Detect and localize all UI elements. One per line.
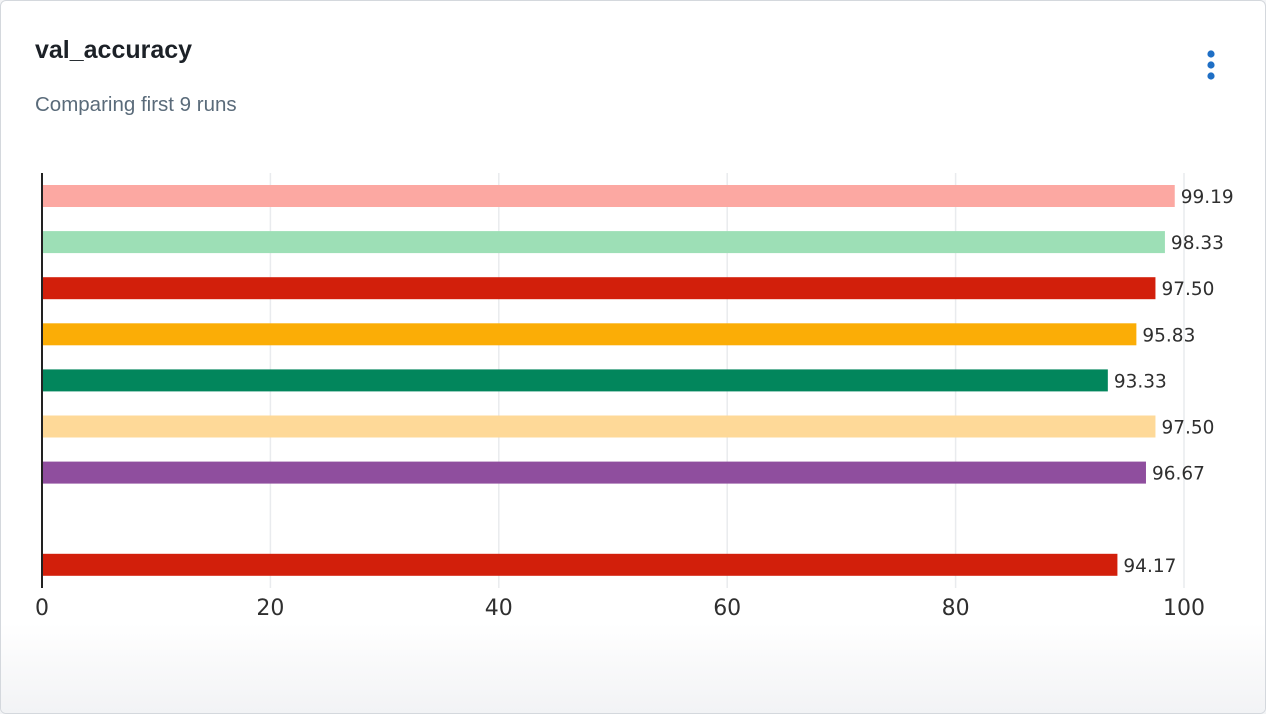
bar-value-label: 95.83 — [1142, 325, 1195, 346]
x-tick-label: 80 — [942, 596, 970, 621]
bar-value-label: 94.17 — [1123, 556, 1176, 577]
panel-title: val_accuracy — [35, 36, 193, 64]
bar-value-label: 99.19 — [1181, 187, 1234, 208]
x-tick-label: 40 — [485, 596, 513, 621]
panel-footer — [1, 623, 1265, 713]
bar-value-label: 97.50 — [1161, 279, 1214, 300]
panel-menu-button[interactable] — [1197, 47, 1225, 83]
axes: 0 20 40 60 80 100 — [35, 173, 1205, 621]
bar[interactable] — [42, 415, 1156, 438]
bar[interactable] — [42, 369, 1108, 392]
bar[interactable] — [42, 323, 1137, 346]
bar-value-label: 98.33 — [1171, 233, 1224, 254]
data-labels: 99.19 98.33 97.50 95.83 93.33 97.50 96.67 94.17 — [1114, 187, 1234, 577]
bar[interactable] — [42, 185, 1175, 207]
bar-value-label: 97.50 — [1161, 418, 1214, 439]
x-tick-label: 0 — [35, 596, 49, 621]
bars — [42, 185, 1175, 576]
bar-value-label: 96.67 — [1152, 464, 1205, 485]
bar-value-label: 93.33 — [1114, 371, 1167, 392]
x-tick-label: 100 — [1163, 596, 1205, 621]
bar[interactable] — [42, 231, 1165, 254]
bar[interactable] — [42, 277, 1156, 300]
bar[interactable] — [42, 461, 1146, 484]
x-tick-label: 60 — [713, 596, 741, 621]
bar[interactable] — [42, 553, 1118, 576]
panel-subtitle: Comparing first 9 runs — [35, 93, 237, 116]
kebab-menu-icon — [1207, 50, 1215, 80]
x-tick-label: 20 — [256, 596, 284, 621]
